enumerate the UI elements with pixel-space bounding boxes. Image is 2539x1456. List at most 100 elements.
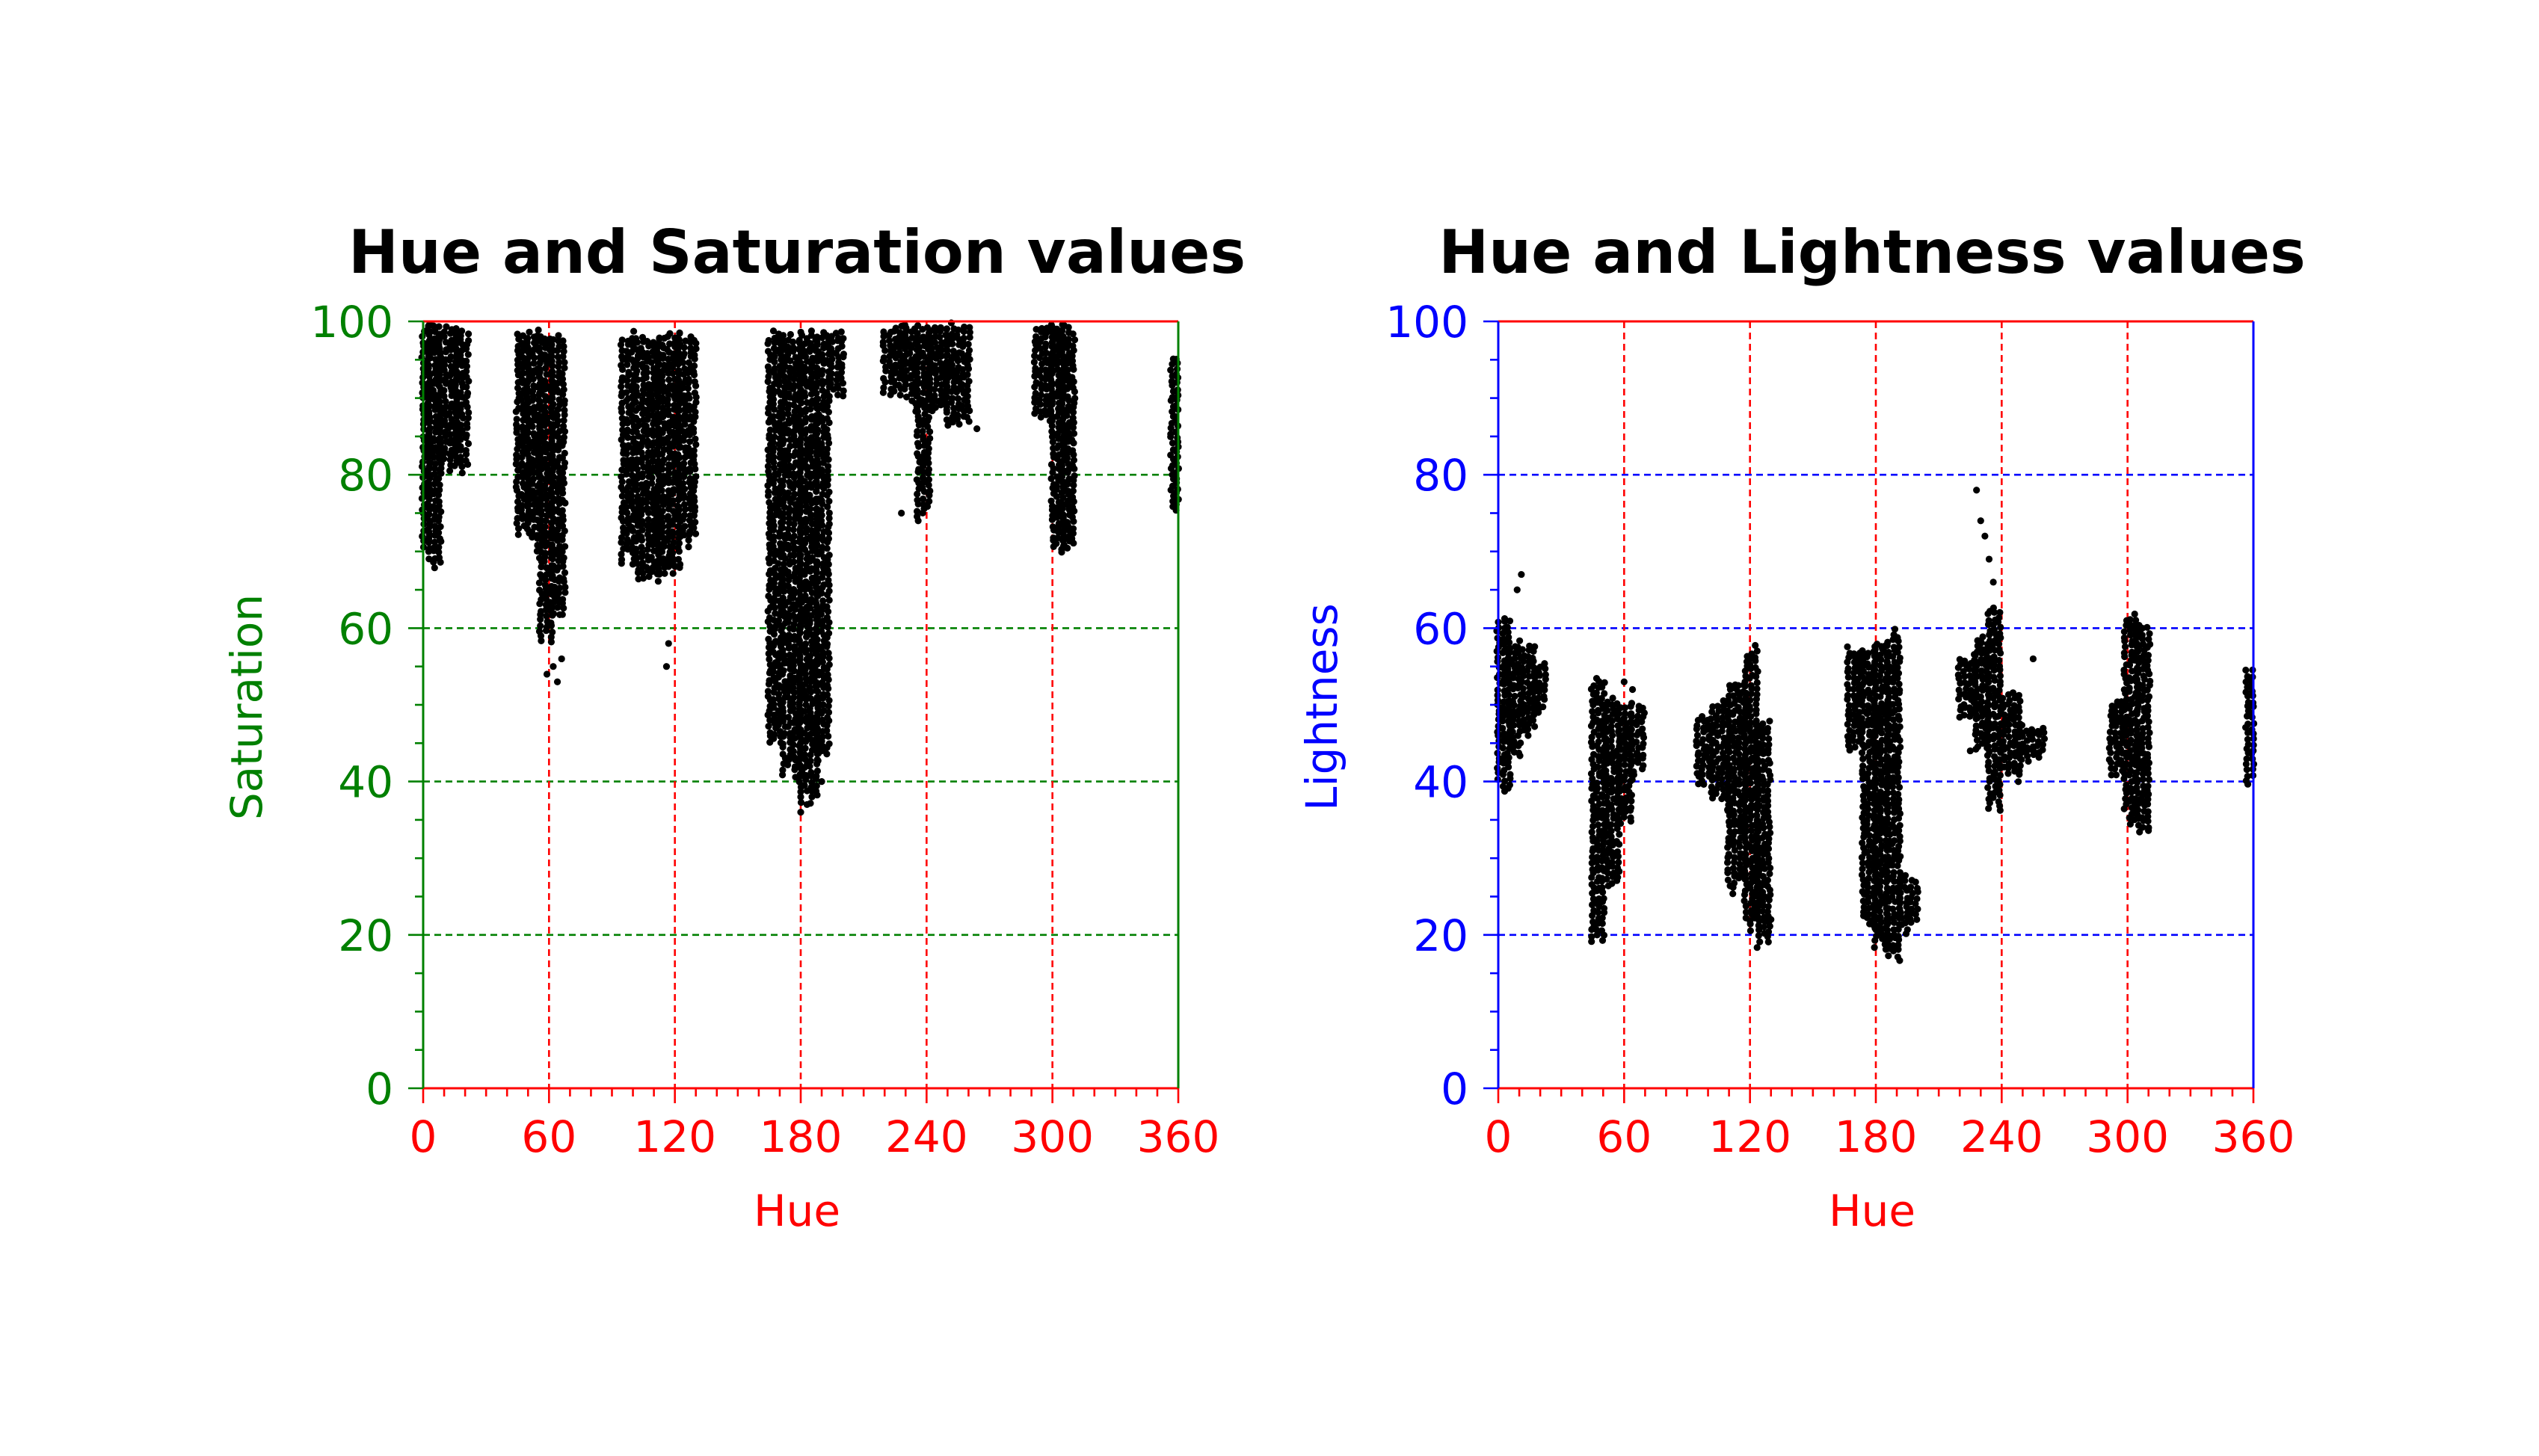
data-point bbox=[1735, 788, 1742, 795]
data-point bbox=[543, 612, 550, 620]
data-point bbox=[819, 701, 827, 709]
data-point bbox=[618, 514, 625, 522]
data-point bbox=[561, 589, 569, 596]
data-point bbox=[1065, 324, 1072, 331]
data-point bbox=[902, 324, 910, 332]
data-point bbox=[1621, 710, 1628, 718]
data-point bbox=[1600, 904, 1608, 912]
data-point bbox=[1766, 718, 1773, 725]
data-point bbox=[1048, 413, 1056, 420]
data-point bbox=[549, 629, 556, 636]
data-point bbox=[555, 332, 562, 339]
data-point bbox=[558, 522, 567, 530]
data-point bbox=[914, 517, 922, 525]
data-point bbox=[436, 345, 443, 352]
data-point bbox=[1598, 927, 1605, 934]
data-point bbox=[1753, 812, 1761, 819]
data-point bbox=[880, 354, 887, 362]
data-point bbox=[1598, 883, 1606, 892]
data-point bbox=[452, 371, 461, 379]
data-point bbox=[425, 322, 432, 330]
data-point bbox=[779, 771, 787, 779]
data-point bbox=[530, 430, 538, 437]
data-point bbox=[765, 468, 772, 475]
data-point bbox=[518, 502, 526, 509]
data-point bbox=[659, 351, 667, 359]
data-point bbox=[925, 413, 932, 422]
data-point bbox=[943, 326, 950, 333]
data-point bbox=[642, 374, 650, 381]
data-point bbox=[795, 575, 803, 582]
data-point bbox=[638, 549, 646, 557]
data-point bbox=[825, 498, 833, 505]
data-point bbox=[1844, 691, 1851, 699]
data-point bbox=[775, 560, 782, 567]
data-point bbox=[1063, 519, 1071, 526]
data-point bbox=[1640, 740, 1647, 747]
data-point bbox=[812, 420, 820, 428]
data-point bbox=[1041, 407, 1049, 415]
data-point bbox=[666, 330, 674, 337]
data-point bbox=[628, 492, 635, 499]
data-point bbox=[653, 505, 661, 512]
data-point bbox=[916, 343, 923, 351]
data-point bbox=[819, 367, 826, 374]
data-point bbox=[1752, 664, 1759, 671]
data-point bbox=[1524, 732, 1532, 739]
data-point bbox=[1038, 324, 1046, 333]
data-point bbox=[813, 522, 821, 529]
data-point bbox=[819, 733, 826, 741]
data-point bbox=[1167, 366, 1175, 374]
data-point bbox=[796, 417, 804, 425]
data-point bbox=[825, 740, 833, 747]
data-point bbox=[1047, 351, 1055, 358]
data-point bbox=[548, 368, 555, 375]
data-point bbox=[618, 473, 625, 481]
data-point bbox=[550, 495, 557, 502]
data-point bbox=[806, 762, 813, 770]
data-point bbox=[664, 401, 672, 409]
data-point bbox=[960, 334, 967, 342]
data-point bbox=[813, 787, 820, 795]
data-point bbox=[769, 413, 778, 420]
data-point bbox=[674, 502, 682, 510]
data-point bbox=[446, 410, 453, 417]
data-point bbox=[690, 524, 698, 531]
data-point bbox=[779, 766, 787, 774]
data-point bbox=[437, 428, 445, 436]
data-point bbox=[638, 543, 645, 551]
data-point bbox=[780, 510, 787, 517]
data-point bbox=[512, 460, 520, 468]
data-point bbox=[813, 600, 820, 608]
data-point bbox=[632, 398, 639, 406]
data-point bbox=[638, 449, 645, 457]
data-point bbox=[825, 697, 833, 704]
data-point bbox=[426, 522, 434, 530]
data-point bbox=[555, 396, 563, 404]
data-point bbox=[784, 410, 792, 418]
data-point bbox=[684, 385, 692, 392]
data-point bbox=[675, 534, 683, 542]
data-point bbox=[1032, 365, 1039, 372]
data-point bbox=[669, 559, 677, 567]
data-point bbox=[549, 572, 556, 579]
data-point bbox=[634, 493, 641, 500]
data-point bbox=[779, 750, 787, 758]
data-point bbox=[914, 490, 921, 498]
data-point bbox=[797, 328, 804, 336]
data-point bbox=[943, 401, 950, 408]
data-point bbox=[669, 382, 677, 389]
data-point bbox=[1053, 540, 1060, 547]
data-point bbox=[1627, 814, 1634, 821]
data-point bbox=[523, 358, 531, 365]
data-point bbox=[536, 555, 544, 562]
data-point bbox=[824, 481, 831, 489]
data-point bbox=[440, 386, 448, 395]
data-point bbox=[638, 526, 646, 534]
data-point bbox=[896, 344, 903, 351]
data-point bbox=[548, 503, 556, 511]
data-point bbox=[784, 427, 792, 434]
data-point bbox=[666, 340, 674, 348]
data-point bbox=[1751, 654, 1759, 661]
data-point bbox=[660, 456, 668, 464]
